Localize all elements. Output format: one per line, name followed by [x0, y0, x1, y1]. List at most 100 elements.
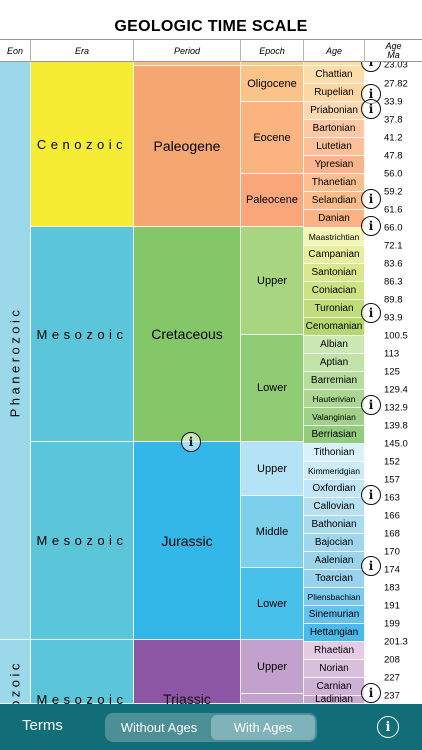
epoch-block[interactable]: Eocene — [241, 102, 304, 174]
epoch-block[interactable]: Middle — [241, 496, 304, 568]
ma-value: 47.8 — [384, 150, 403, 162]
info-icon[interactable]: i — [361, 395, 381, 415]
period-block[interactable]: Triassic — [134, 640, 241, 704]
info-icon[interactable]: i — [181, 432, 201, 452]
age-block[interactable]: Bathonian — [304, 516, 365, 534]
epoch-label: Lower — [257, 382, 287, 394]
age-block[interactable]: Hauterivian — [304, 390, 365, 408]
age-block[interactable]: Lutetian — [304, 138, 365, 156]
age-label: Lutetian — [316, 141, 352, 152]
period-block[interactable]: Paleogene — [134, 66, 241, 227]
header-age-ma: Age Ma — [365, 40, 422, 62]
age-block[interactable]: Campanian — [304, 246, 365, 264]
ma-value: 227 — [384, 672, 400, 684]
epoch-block[interactable]: Upper — [241, 442, 304, 496]
age-block[interactable]: Kimmeridgian — [304, 462, 365, 480]
age-block[interactable]: Priabonian — [304, 102, 365, 120]
age-block[interactable]: Tithonian — [304, 444, 365, 462]
age-label: Cenomanian — [305, 321, 363, 332]
age-label: Chattian — [315, 69, 353, 80]
ma-value: 86.3 — [384, 276, 403, 288]
info-icon[interactable]: i — [377, 716, 399, 738]
age-block[interactable]: Rupelian — [304, 84, 365, 102]
info-icon[interactable]: i — [361, 303, 381, 323]
ma-value: 157 — [384, 474, 400, 486]
age-block[interactable]: Coniacian — [304, 282, 365, 300]
age-label: Bajocian — [314, 537, 354, 548]
ma-value: 33.9 — [384, 96, 403, 108]
header-eon: Eon — [0, 40, 31, 62]
age-block[interactable]: Turonian — [304, 300, 365, 318]
age-block[interactable]: Chattian — [304, 66, 365, 84]
eon-label: ozoic — [7, 660, 23, 704]
eon-phanerozoic[interactable]: Phanerozoic — [0, 62, 31, 640]
ma-value: 174 — [384, 564, 400, 576]
header-era: Era — [31, 40, 134, 62]
age-block[interactable]: Barremian — [304, 372, 365, 390]
era-block[interactable]: Cenozoic — [31, 62, 134, 227]
age-block[interactable]: Albian — [304, 336, 365, 354]
age-block[interactable]: Oxfordian — [304, 480, 365, 498]
epoch-block[interactable]: Upper — [241, 227, 304, 335]
terms-button[interactable]: Terms — [22, 717, 63, 734]
period-block[interactable]: Jurassic — [134, 442, 241, 640]
info-icon[interactable]: i — [361, 556, 381, 576]
ma-value: 145.0 — [384, 438, 408, 450]
era-block[interactable]: Mesozoic — [31, 227, 134, 442]
age-label: Hauterivian — [312, 393, 356, 404]
info-icon[interactable]: i — [361, 99, 381, 119]
ages-segmented-control[interactable]: Without Ages With Ages — [105, 713, 317, 742]
segment-with-ages[interactable]: With Ages — [211, 715, 315, 740]
age-block[interactable]: Rhaetian — [304, 642, 365, 660]
age-block[interactable]: Bartonian — [304, 120, 365, 138]
period-block[interactable] — [134, 62, 241, 66]
age-label: Rupelian — [314, 87, 354, 98]
period-label: Cretaceous — [151, 326, 223, 342]
era-block[interactable]: Mesozoic — [31, 442, 134, 640]
age-block[interactable]: Hettangian — [304, 624, 365, 642]
age-block[interactable]: Danian — [304, 210, 365, 228]
ma-value: 199 — [384, 618, 400, 630]
epoch-block[interactable] — [241, 694, 304, 704]
age-block[interactable]: Ypresian — [304, 156, 365, 174]
age-block[interactable]: Callovian — [304, 498, 365, 516]
age-block[interactable]: Aptian — [304, 354, 365, 372]
epoch-block[interactable] — [241, 62, 304, 66]
age-block[interactable]: Valanginian — [304, 408, 365, 426]
info-icon[interactable]: i — [361, 485, 381, 505]
epoch-block[interactable]: Lower — [241, 568, 304, 640]
age-block[interactable]: Berriasian — [304, 426, 365, 444]
period-block[interactable]: Cretaceous — [134, 227, 241, 442]
eon-lower[interactable]: ozoic — [0, 640, 31, 704]
header-ma-line1: Age — [385, 41, 402, 51]
ma-value: 191 — [384, 600, 400, 612]
ma-value: 163 — [384, 492, 400, 504]
segment-without-ages[interactable]: Without Ages — [120, 720, 198, 735]
epoch-block[interactable]: Paleocene — [241, 174, 304, 227]
time-scale-chart[interactable]: Phanerozoic ozoic Cenozoic Mesozoic Mesozoic… — [0, 62, 422, 704]
header-period: Period — [134, 40, 241, 62]
epoch-block[interactable]: Oligocene — [241, 66, 304, 102]
info-icon[interactable]: i — [361, 683, 381, 703]
age-block[interactable]: Norian — [304, 660, 365, 678]
age-label: Valanginian — [312, 411, 356, 422]
age-block[interactable]: Sinemurian — [304, 606, 365, 624]
info-icon[interactable]: i — [361, 216, 381, 236]
epoch-block[interactable]: Upper — [241, 640, 304, 694]
age-label: Callovian — [313, 501, 355, 512]
age-block[interactable]: Pliensbachian — [304, 588, 365, 606]
age-block[interactable]: Aalenian — [304, 552, 365, 570]
epoch-label: Middle — [255, 525, 289, 538]
info-icon[interactable]: i — [361, 189, 381, 209]
age-block[interactable]: Cenomanian — [304, 318, 365, 336]
age-block[interactable]: Selandian — [304, 192, 365, 210]
age-block[interactable]: Bajocian — [304, 534, 365, 552]
age-block[interactable]: Santonian — [304, 264, 365, 282]
era-block[interactable]: Mesozoic — [31, 640, 134, 704]
ma-value: 61.6 — [384, 204, 403, 216]
age-block[interactable]: Ladinian — [304, 694, 365, 704]
age-block[interactable]: Toarcian — [304, 570, 365, 588]
epoch-block[interactable]: Lower — [241, 335, 304, 442]
age-block[interactable]: Thanetian — [304, 174, 365, 192]
age-block[interactable]: Maastrichtian — [304, 228, 365, 246]
